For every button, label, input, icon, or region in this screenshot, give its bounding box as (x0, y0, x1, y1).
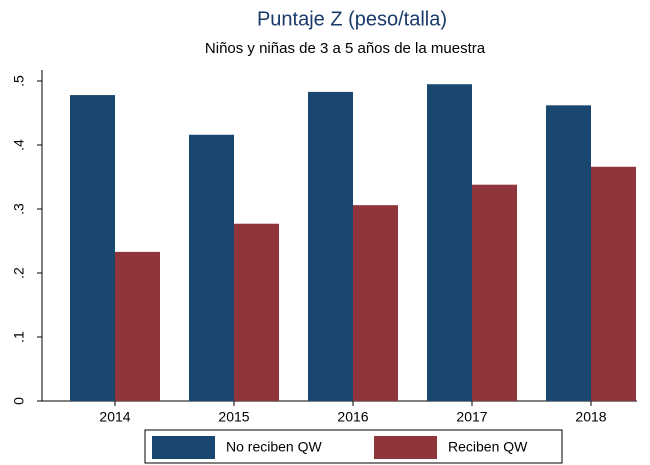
bar (189, 134, 234, 401)
y-tick-label: .4 (11, 139, 27, 151)
x-tick-label: 2018 (575, 409, 606, 425)
bar (234, 223, 279, 401)
bar (308, 91, 353, 401)
bar (591, 166, 636, 401)
bar (546, 105, 591, 401)
x-tick-label: 2017 (456, 409, 487, 425)
x-tick-label: 2016 (337, 409, 368, 425)
bar (70, 95, 115, 401)
y-tick-label: .3 (11, 203, 27, 215)
legend-label: No reciben QW (226, 439, 322, 455)
bar (472, 184, 517, 401)
legend-label: Reciben QW (448, 439, 528, 455)
x-tick-label: 2015 (218, 409, 249, 425)
bar (115, 251, 160, 401)
bar (353, 205, 398, 401)
legend-swatch (374, 436, 437, 459)
bar (427, 84, 472, 401)
x-tick-label: 2014 (99, 409, 130, 425)
y-tick-label: .2 (11, 267, 27, 279)
y-tick-label: .1 (11, 331, 27, 343)
chart-title: Puntaje Z (peso/talla) (257, 8, 447, 30)
legend-swatch (152, 436, 215, 459)
y-tick-label: .5 (11, 75, 27, 87)
chart-subtitle: Niños y niñas de 3 a 5 años de la muestr… (205, 40, 486, 57)
y-tick-label: 0 (11, 397, 27, 405)
